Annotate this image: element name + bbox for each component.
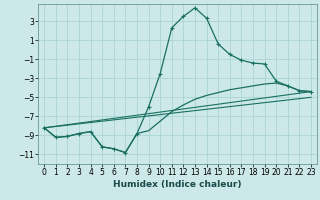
X-axis label: Humidex (Indice chaleur): Humidex (Indice chaleur) bbox=[113, 180, 242, 189]
